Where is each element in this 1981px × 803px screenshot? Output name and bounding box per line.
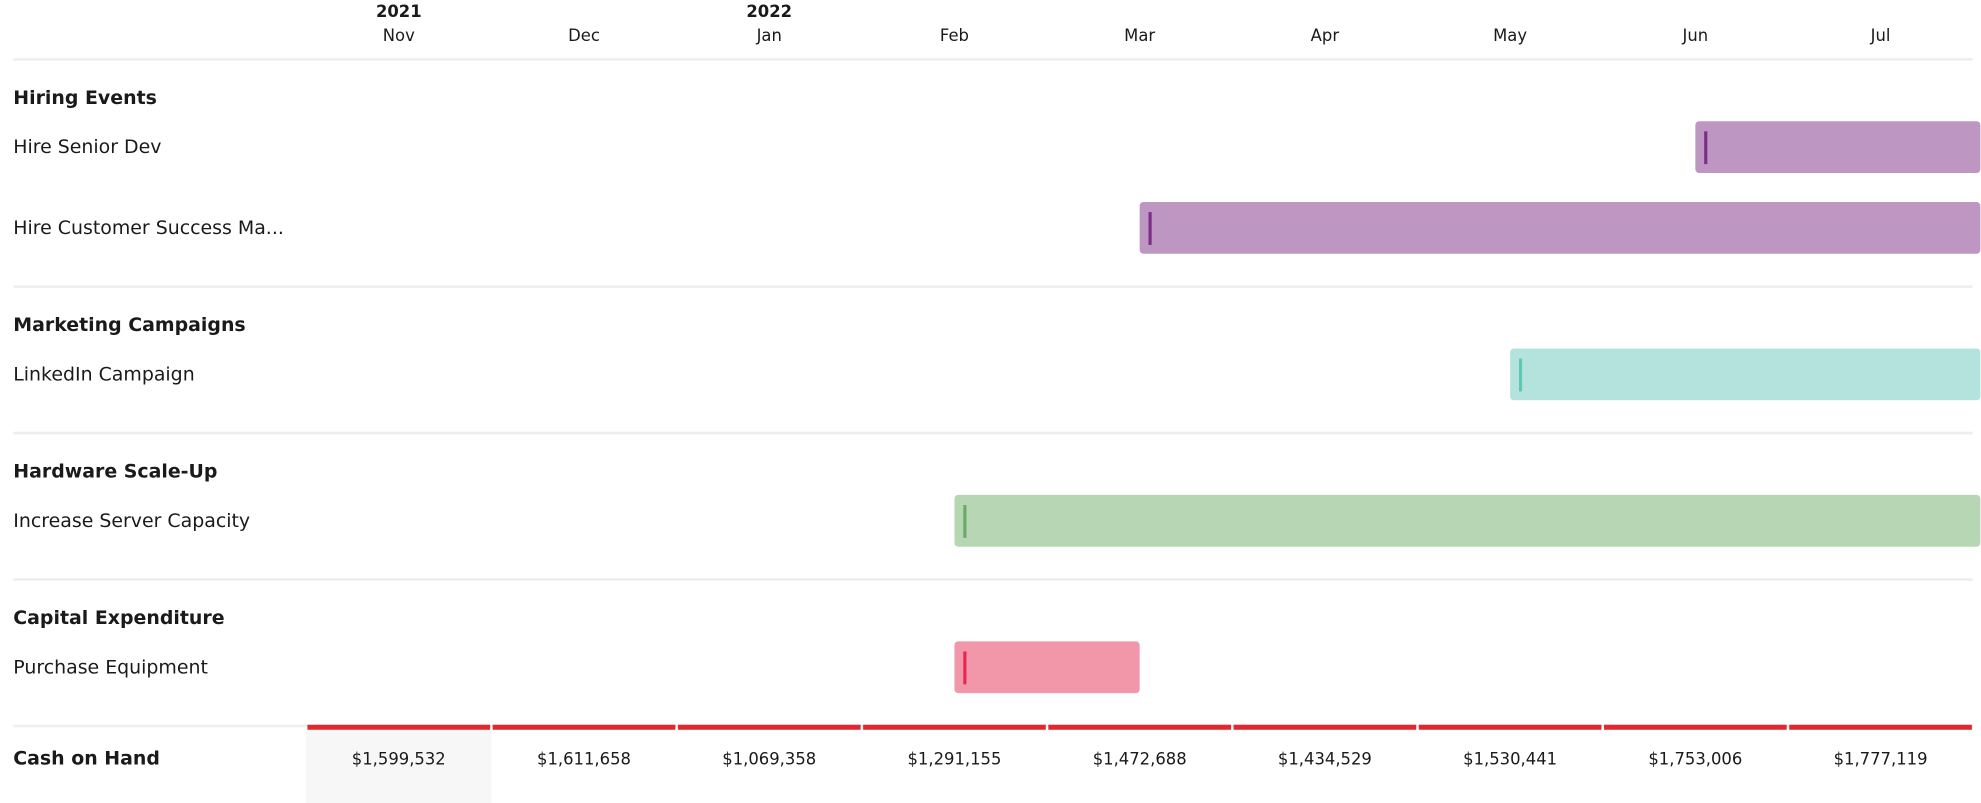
group-title: Capital Expenditure	[13, 607, 224, 629]
cash-value: $1,777,119	[1834, 750, 1928, 769]
event-marker	[963, 505, 967, 538]
item-label: Hire Customer Success Ma...	[13, 217, 284, 239]
group-title: Marketing Campaigns	[13, 314, 245, 336]
month-label: Jun	[1682, 26, 1709, 45]
cash-bar	[307, 724, 491, 730]
item-label: Increase Server Capacity	[13, 510, 250, 532]
cash-value: $1,599,532	[352, 750, 446, 769]
item-label: LinkedIn Campaign	[13, 363, 194, 385]
event-bar	[954, 494, 1981, 547]
event-bar	[1510, 348, 1981, 401]
month-label: May	[1493, 26, 1527, 45]
group-title: Hiring Events	[13, 87, 157, 109]
cash-bar	[863, 724, 1046, 730]
event-marker	[963, 651, 967, 685]
year-label: 2022	[746, 2, 792, 21]
cash-value: $1,434,529	[1278, 750, 1372, 769]
cash-bar	[1048, 724, 1232, 730]
cash-value: $1,753,006	[1648, 750, 1742, 769]
month-label: Mar	[1124, 26, 1155, 45]
cash-bar	[1789, 724, 1972, 730]
month-label: Jan	[756, 26, 782, 45]
month-label: Apr	[1311, 26, 1340, 45]
cash-bar	[1233, 724, 1417, 730]
event-marker	[1704, 131, 1708, 165]
cash-value: $1,291,155	[907, 750, 1001, 769]
cash-value: $1,530,441	[1463, 750, 1557, 769]
cash-bar	[1603, 724, 1787, 730]
cash-bar	[492, 724, 676, 730]
cash-value: $1,069,358	[722, 750, 816, 769]
month-label: Jul	[1870, 26, 1891, 45]
item-label: Purchase Equipment	[13, 656, 208, 678]
month-label: Nov	[383, 26, 415, 45]
cell-highlight	[306, 729, 492, 803]
cash-label: Cash on Hand	[13, 747, 160, 769]
event-bar	[1695, 121, 1981, 173]
event-marker	[1148, 212, 1152, 245]
item-label: Hire Senior Dev	[13, 136, 161, 158]
cash-bar	[677, 724, 861, 730]
cash-value: $1,472,688	[1093, 750, 1187, 769]
group-title: Hardware Scale-Up	[13, 461, 217, 483]
event-marker	[1518, 358, 1523, 392]
cash-value: $1,611,658	[537, 750, 631, 769]
year-label: 2021	[376, 2, 422, 21]
month-label: Dec	[568, 26, 600, 45]
event-bar	[954, 641, 1140, 694]
month-label: Feb	[940, 26, 969, 45]
event-bar	[1139, 202, 1981, 254]
cash-bar	[1418, 724, 1602, 730]
